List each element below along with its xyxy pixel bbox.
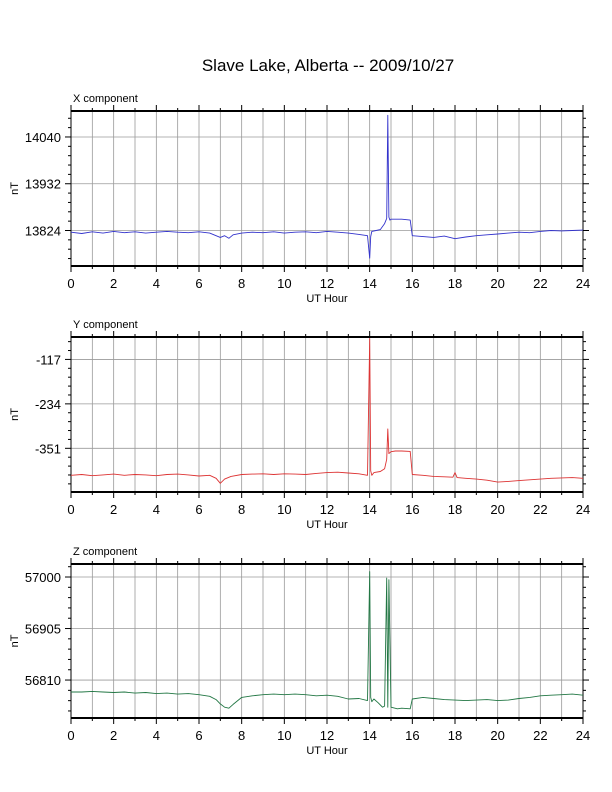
z-x-tick-label: 22 xyxy=(533,728,547,743)
z-x-tick-label: 4 xyxy=(153,728,160,743)
y-x-tick-label: 10 xyxy=(277,502,291,517)
x-series-line xyxy=(70,114,584,259)
z-x-tick-label: 2 xyxy=(110,728,117,743)
z-y-axis-label: nT xyxy=(9,634,21,647)
x-y-tick-label: 14040 xyxy=(25,130,61,145)
z-x-tick-label: 10 xyxy=(277,728,291,743)
y-x-tick-label: 8 xyxy=(238,502,245,517)
y-y-tick-label: -351 xyxy=(35,441,61,456)
y-x-tick-label: 0 xyxy=(67,502,74,517)
z-x-tick-label: 12 xyxy=(320,728,334,743)
x-x-tick-label: 8 xyxy=(238,276,245,291)
x-x-tick-label: 0 xyxy=(67,276,74,291)
z-x-tick-label: 14 xyxy=(362,728,376,743)
x-x-axis-label: UT Hour xyxy=(306,293,348,305)
x-x-tick-label: 24 xyxy=(576,276,590,291)
x-panel-title: X component xyxy=(73,93,138,105)
x-x-tick-label: 10 xyxy=(277,276,291,291)
y-panel-title: Y component xyxy=(73,319,138,331)
z-panel-title: Z component xyxy=(73,546,137,558)
x-x-tick-label: 6 xyxy=(195,276,202,291)
z-x-axis-label: UT Hour xyxy=(306,745,348,757)
page-title: Slave Lake, Alberta -- 2009/10/27 xyxy=(201,56,455,75)
y-y-tick-label: -117 xyxy=(36,352,61,367)
y-x-tick-label: 18 xyxy=(448,502,462,517)
z-x-tick-label: 0 xyxy=(67,728,74,743)
y-x-tick-label: 6 xyxy=(195,502,202,517)
y-x-tick-label: 2 xyxy=(110,502,117,517)
y-x-axis-label: UT Hour xyxy=(306,519,348,531)
z-y-tick-label: 56810 xyxy=(25,673,61,688)
z-x-tick-label: 6 xyxy=(195,728,202,743)
z-x-tick-label: 24 xyxy=(576,728,590,743)
y-x-tick-label: 12 xyxy=(320,502,334,517)
y-y-tick-label: -234 xyxy=(35,397,61,412)
z-x-tick-label: 18 xyxy=(448,728,462,743)
x-x-tick-label: 20 xyxy=(490,276,504,291)
y-x-tick-label: 4 xyxy=(153,502,160,517)
z-x-tick-label: 8 xyxy=(238,728,245,743)
x-y-tick-label: 13932 xyxy=(25,177,61,192)
x-x-tick-label: 4 xyxy=(153,276,160,291)
y-series-line xyxy=(70,338,584,484)
x-x-tick-label: 22 xyxy=(533,276,547,291)
x-x-tick-label: 16 xyxy=(405,276,419,291)
y-x-tick-label: 24 xyxy=(576,502,590,517)
y-x-tick-label: 14 xyxy=(362,502,376,517)
x-y-tick-label: 13824 xyxy=(25,223,61,238)
y-x-tick-label: 22 xyxy=(533,502,547,517)
x-x-tick-label: 2 xyxy=(110,276,117,291)
z-x-tick-label: 20 xyxy=(490,728,504,743)
x-x-tick-label: 14 xyxy=(362,276,376,291)
y-x-tick-label: 20 xyxy=(490,502,504,517)
z-x-tick-label: 16 xyxy=(405,728,419,743)
y-y-axis-label: nT xyxy=(9,408,21,421)
x-x-tick-label: 12 xyxy=(320,276,334,291)
z-y-tick-label: 56905 xyxy=(25,622,61,637)
z-series-line xyxy=(71,571,584,710)
y-x-tick-label: 16 xyxy=(405,502,419,517)
x-x-tick-label: 18 xyxy=(448,276,462,291)
z-y-tick-label: 57000 xyxy=(25,570,61,585)
x-y-axis-label: nT xyxy=(9,182,21,195)
